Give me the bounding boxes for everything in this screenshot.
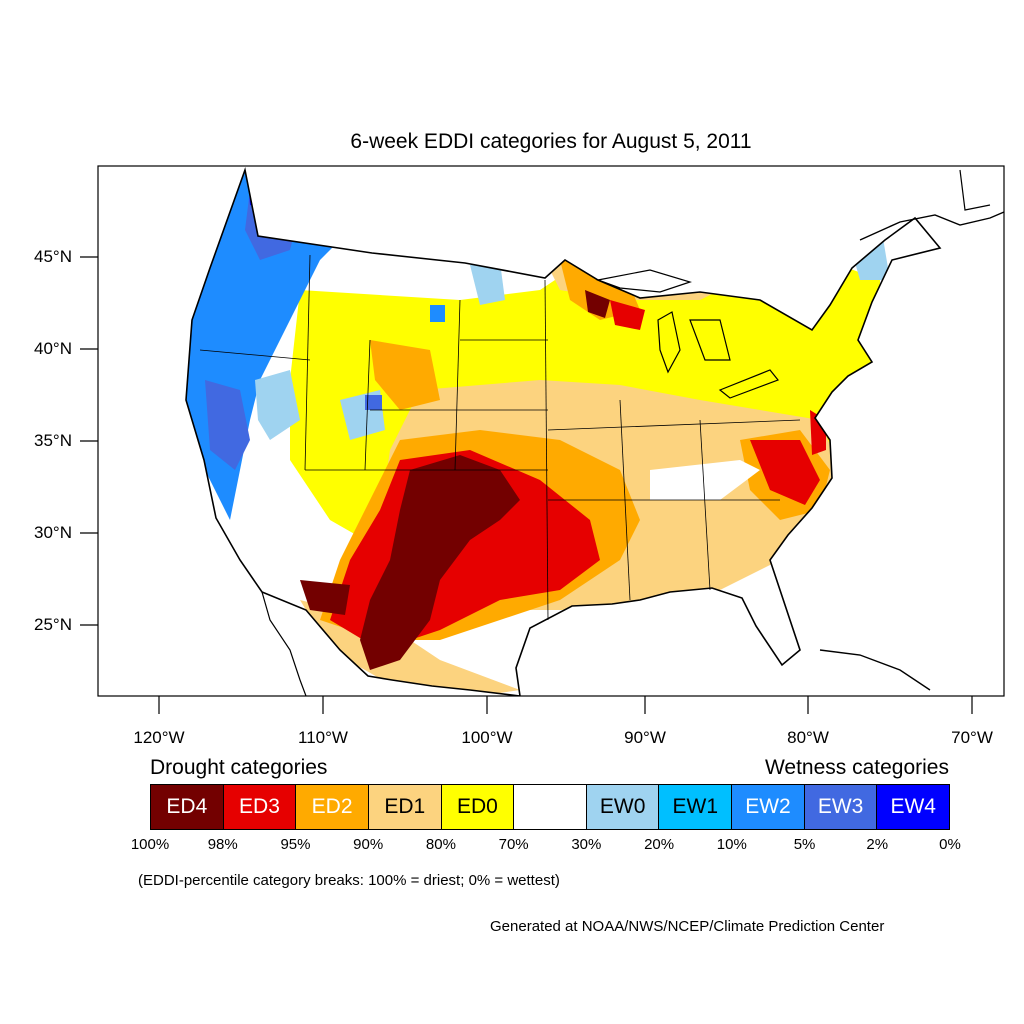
legend-break-label: 100% [130,836,170,853]
lat-label-30: 30°N [34,523,72,542]
lon-label-100: 100°W [461,728,513,747]
legend-break-label: 70% [498,836,529,853]
map-frame [97,165,1005,697]
map-title: 6-week EDDI categories for August 5, 201… [350,130,752,153]
legend-cell-ew2: EW2 [732,785,805,829]
lake-superior [595,269,692,293]
credit-line: Generated at NOAA/NWS/NCEP/Climate Predi… [490,918,885,935]
lon-label-120: 120°W [133,728,185,747]
canada-coast [859,211,1004,241]
legend-breaks: 100% 98% 95% 90% 80% 70% 30% 20% 10% 5% 2% 0% [0,836,1024,856]
legend-break-label: 98% [207,836,238,853]
lat-label-45: 45°N [34,247,72,266]
lat-label-35: 35°N [34,431,72,450]
legend-cell-ed1: ED1 [368,785,442,829]
baja-coast [261,591,307,696]
lake-huron [689,319,731,361]
legend-cell-ed3: ED3 [223,785,297,829]
legend-break-label: 2% [866,836,889,853]
us-outline [185,166,942,696]
lat-label-25: 25°N [34,615,72,634]
legend-cell-ew1: EW1 [659,785,733,829]
caribbean-coast [819,649,931,691]
wetness-heading: Wetness categories [764,756,949,779]
legend-cell-ed4: ED4 [151,785,224,829]
legend-cell-ew0: EW0 [586,785,660,829]
legend-cell-ew4: EW4 [877,785,950,829]
coast-fragment [959,169,991,211]
lon-label-110: 110°W [298,728,348,747]
legend-cell-ew3: EW3 [804,785,878,829]
state-borders [199,254,801,621]
lon-label-90: 90°W [624,728,666,747]
legend-break-label: 20% [644,836,675,853]
lon-label-70: 70°W [951,728,993,747]
legend-cell-ed0: ED0 [441,785,515,829]
legend-break-label: 95% [280,836,311,853]
legend-cell-neutral [514,785,587,829]
lat-label-40: 40°N [34,339,72,358]
lon-label-80: 80°W [787,728,829,747]
drought-heading: Drought categories [150,756,328,779]
legend-cell-ed2: ED2 [296,785,369,829]
percentile-note: (EDDI-percentile category breaks: 100% =… [138,872,560,889]
legend-break-label: 10% [716,836,747,853]
legend-break-label: 80% [425,836,456,853]
axis-ticks [80,256,973,714]
legend-break-label: 5% [793,836,816,853]
legend-break-label: 30% [571,836,602,853]
lake-erie [718,369,779,399]
legend-break-label: 0% [939,836,961,853]
lake-michigan [657,311,681,374]
legend-colorbar: ED4 ED3 ED2 ED1 ED0 EW0 EW1 EW2 EW3 EW4 [150,784,950,830]
legend-break-label: 90% [353,836,384,853]
